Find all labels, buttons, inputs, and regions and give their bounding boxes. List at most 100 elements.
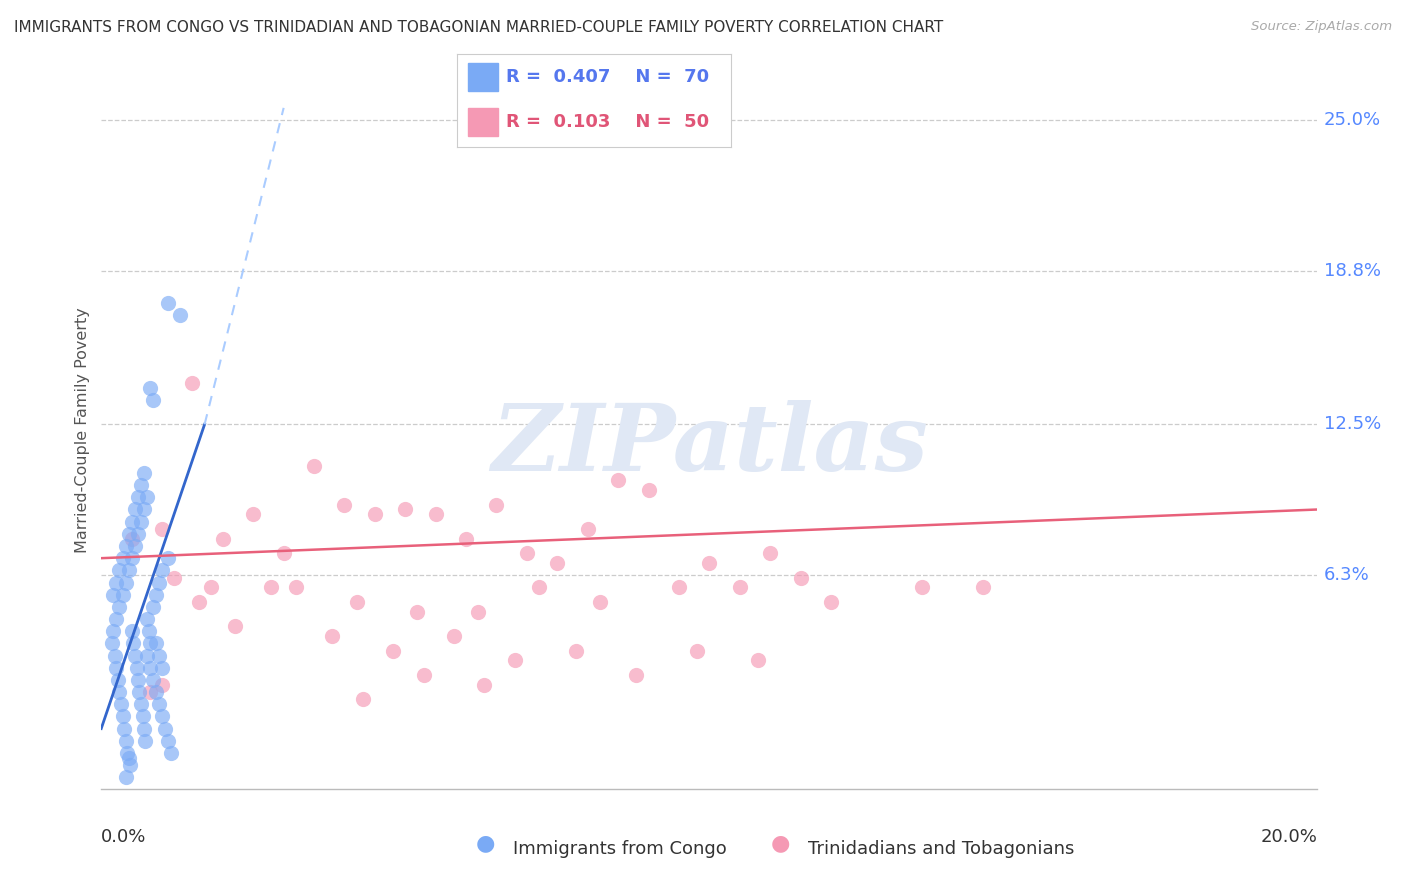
Point (120, 758, 142, 772)
Point (139, 661, 162, 675)
Point (668, 581, 690, 595)
Point (101, 636, 124, 650)
Point (346, 595, 368, 609)
Text: 12.5%: 12.5% (1323, 416, 1381, 434)
Point (911, 581, 934, 595)
Text: 25.0%: 25.0% (1323, 111, 1381, 129)
Point (564, 643, 586, 657)
Point (131, 709, 153, 723)
Point (169, 308, 191, 322)
Point (114, 733, 136, 747)
Point (546, 556, 568, 570)
Point (503, 653, 526, 667)
Point (105, 661, 128, 675)
Point (110, 697, 132, 711)
Point (135, 491, 157, 505)
Point (142, 673, 165, 687)
Point (145, 685, 167, 699)
Point (284, 581, 307, 595)
Point (114, 770, 136, 784)
Point (132, 722, 155, 736)
Point (142, 599, 165, 614)
Point (516, 546, 538, 560)
Point (150, 709, 173, 723)
Point (121, 515, 143, 529)
Point (128, 685, 150, 699)
Point (132, 502, 155, 516)
Point (121, 636, 143, 650)
Point (124, 502, 146, 516)
Point (972, 581, 994, 595)
Text: Trinidadians and Tobagonians: Trinidadians and Tobagonians (808, 840, 1074, 858)
Point (132, 466, 155, 480)
Point (145, 636, 167, 650)
Bar (468, 108, 498, 136)
Point (135, 648, 157, 663)
Point (157, 551, 180, 566)
Point (150, 661, 173, 675)
Point (364, 508, 387, 522)
Point (117, 526, 139, 541)
Point (108, 685, 131, 699)
Point (135, 612, 157, 626)
Point (105, 612, 128, 626)
Point (637, 483, 659, 497)
Point (443, 629, 465, 643)
Point (105, 575, 128, 590)
Point (273, 546, 295, 560)
Point (148, 697, 170, 711)
Point (129, 515, 152, 529)
Point (111, 551, 134, 566)
Point (626, 668, 648, 682)
Point (150, 678, 173, 692)
Point (406, 605, 429, 619)
Point (759, 546, 782, 560)
Point (121, 551, 143, 566)
Text: ZIPatlas: ZIPatlas (491, 400, 928, 490)
Point (148, 575, 170, 590)
Text: 18.8%: 18.8% (1323, 262, 1381, 280)
Point (127, 491, 149, 505)
Point (121, 624, 143, 639)
Point (728, 581, 751, 595)
Point (103, 588, 125, 602)
Point (181, 376, 204, 390)
Point (456, 532, 478, 546)
Point (111, 588, 134, 602)
Point (699, 556, 721, 570)
Point (467, 605, 489, 619)
Point (382, 643, 405, 657)
Point (139, 636, 162, 650)
Point (200, 581, 222, 595)
Point (153, 722, 176, 736)
Point (139, 381, 162, 395)
Point (117, 563, 139, 577)
Point (114, 539, 136, 553)
Text: Immigrants from Congo: Immigrants from Congo (513, 840, 727, 858)
Text: 0.0%: 0.0% (101, 829, 146, 847)
Point (107, 673, 129, 687)
Point (129, 697, 152, 711)
Text: 6.3%: 6.3% (1323, 566, 1369, 584)
Point (789, 571, 811, 585)
Point (124, 648, 146, 663)
Point (129, 478, 152, 492)
Point (150, 563, 173, 577)
Point (747, 653, 769, 667)
Point (108, 599, 131, 614)
Point (139, 685, 162, 699)
Point (260, 581, 283, 595)
Text: 20.0%: 20.0% (1261, 829, 1317, 847)
Point (820, 595, 842, 609)
Point (686, 643, 709, 657)
Point (527, 581, 550, 595)
Text: ●: ● (770, 833, 790, 853)
Point (472, 678, 495, 692)
Point (333, 498, 356, 512)
Point (163, 571, 186, 585)
Point (148, 648, 170, 663)
Point (117, 751, 139, 765)
Point (115, 746, 138, 760)
Point (157, 295, 180, 310)
Point (121, 532, 143, 546)
